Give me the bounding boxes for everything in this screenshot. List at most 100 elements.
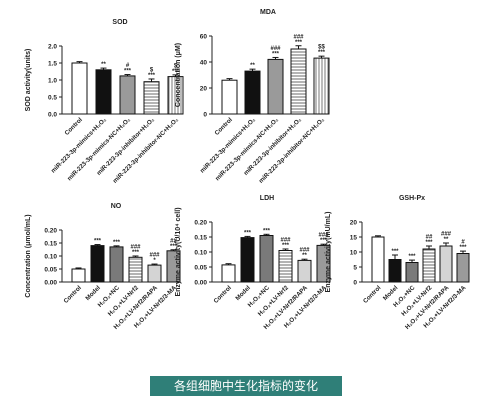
chart-title: NO [111,203,122,210]
bar [128,256,143,283]
chart-title: MDA [260,9,276,16]
x-tick-label: Control [362,284,383,305]
bar [422,248,436,283]
bar [388,259,402,283]
bar [439,245,453,283]
x-tick-label: Model [234,284,252,302]
bar [313,57,330,115]
y-tick-label: 0.05 [194,265,207,272]
x-tick-label: Control [63,116,84,137]
significance-label: *** [408,254,416,260]
significance-label: $$ [318,45,325,51]
bar [143,81,160,115]
bar [71,62,88,115]
y-tick-label: 20 [200,86,208,93]
x-tick-label: Model [84,284,102,302]
bar [244,70,261,115]
bar [221,264,236,283]
significance-label: # [461,240,465,246]
significance-label: *** [282,243,290,249]
y-tick-label: 0.20 [194,220,207,227]
y-tick-label: 0.10 [44,254,57,261]
significance-label: *** [320,238,328,244]
significance-label: ### [280,238,291,244]
significance-label: *** [172,69,180,75]
bar [405,262,419,283]
significance-label: ### [318,233,329,239]
significance-label: ### [293,34,304,40]
chart-title: SOD [112,19,127,26]
significance-label: ** [250,63,255,69]
significance-label: ### [441,232,452,238]
significance-label: ** [302,253,307,259]
significance-label: $ [174,63,178,69]
y-tick-label: 0 [353,280,357,287]
y-tick-label: 0.10 [194,250,207,257]
bar [267,58,284,115]
y-tick-label: 1.0 [48,78,57,85]
significance-label: *** [272,51,280,57]
significance-label: *** [391,249,399,255]
y-tick-label: 10 [350,250,358,257]
significance-label: # [126,63,130,69]
bar [119,75,136,115]
bar [147,264,162,283]
significance-label: *** [318,50,326,56]
bar [95,69,112,115]
x-tick-label: Control [212,284,233,305]
significance-label: $ [150,67,154,73]
y-tick-label: 0.20 [44,228,57,235]
significance-label: *** [244,230,252,236]
significance-label: ### [130,245,141,251]
significance-label: ** [101,62,106,68]
bar [90,245,105,283]
bar [71,268,86,283]
bar [221,79,238,115]
y-tick-label: 0.15 [44,241,57,248]
significance-label: *** [295,40,303,46]
bar [290,48,307,115]
significance-label: ### [270,46,281,52]
significance-label: ** [444,237,449,243]
significance-label: *** [170,244,178,250]
significance-label: *** [113,240,121,246]
y-tick-label: 0.00 [44,280,57,287]
bar [456,253,470,283]
y-tick-label: 0 [203,112,207,119]
y-tick-label: 1.5 [48,61,57,68]
x-tick-label: Control [213,116,234,137]
y-tick-label: 60 [200,34,208,41]
significance-label: *** [263,228,271,234]
significance-label: *** [459,245,467,251]
significance-label: ## [426,235,433,241]
y-tick-label: 20 [350,220,358,227]
chart-title: GSH-Px [399,195,425,202]
significance-label: *** [148,73,156,79]
significance-label: *** [425,240,433,246]
bar [240,237,255,283]
figure-caption: 各组细胞中生化指标的变化 [150,376,342,396]
significance-label: ### [299,248,310,254]
significance-label: * [153,258,156,264]
y-axis-label: Enzyme activity(mU/mL) [325,212,332,293]
y-tick-label: 2.0 [48,44,57,51]
bar [371,236,385,283]
x-tick-label: Control [62,284,83,305]
y-tick-label: 40 [200,60,208,67]
y-tick-label: 5 [353,265,357,272]
bar [259,235,274,283]
y-tick-label: 0.15 [194,235,207,242]
significance-label: ## [170,238,177,244]
y-axis-label: SOD activity(units) [25,49,32,112]
y-axis-label: Concentration (μmol/mL) [25,214,32,297]
bar [297,259,312,283]
y-tick-label: 0.05 [44,267,57,274]
chart-title: LDH [260,195,274,202]
y-axis-label: Concentration (μM) [175,43,182,107]
significance-label: *** [132,250,140,256]
significance-label: ### [149,253,160,259]
y-tick-label: 0.5 [48,95,57,102]
bar [109,246,124,283]
y-tick-label: 0.00 [194,280,207,287]
